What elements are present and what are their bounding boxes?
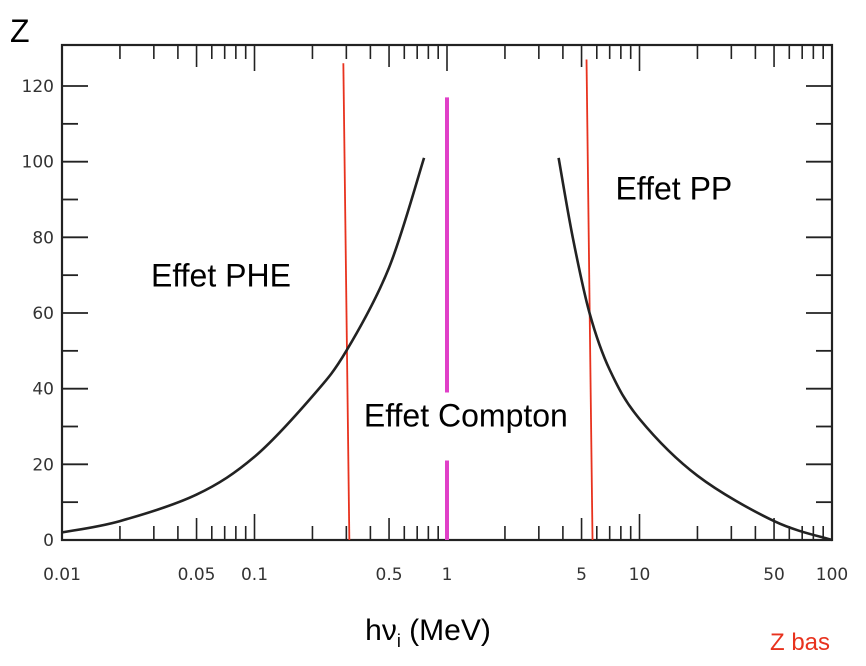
annotation-effet-phe: Effet PHE [151,258,291,294]
y-axis-label: Z [10,13,30,49]
x-tick-label: 0.05 [178,565,216,585]
x-axis-label-main: hν [365,614,397,647]
red-boundary-line [585,59,594,541]
x-tick-label: 0.1 [241,565,268,585]
annotation-effet-compton: Effet Compton [364,398,568,434]
y-tick-label: 20 [32,455,54,475]
x-tick-label: 10 [629,565,651,585]
y-tick-label: 0 [43,531,54,551]
red-boundary-line [342,63,351,541]
x-tick-label: 5 [576,565,587,585]
y-tick-label: 40 [32,380,54,400]
y-tick-label: 60 [32,304,54,324]
y-tick-label: 100 [22,153,54,173]
x-tick-label: 0.01 [43,565,81,585]
x-tick-label: 50 [763,565,785,585]
annotations: Effet PHE Effet Compton Effet PP [151,171,732,434]
x-tick-label: 100 [816,565,848,585]
annotation-effet-pp: Effet PP [615,171,732,207]
footnote-z-bas: Z bas [770,629,830,656]
x-axis-label: hνi (MeV) [365,614,491,651]
y-tick-label: 120 [22,77,54,97]
y-tick-label: 80 [32,228,54,248]
curves [61,157,833,542]
x-axis-label-unit: (MeV) [401,614,491,647]
x-tick-label: 1 [442,565,453,585]
compton-pp-curve [557,157,833,542]
vertical-lines [342,59,594,541]
axis-ticks: 0 20 40 60 80 100 120 0.01 0.05 0.1 0.5 1 5 10 50 100 [22,43,848,585]
phe-compton-curve [61,157,426,534]
x-tick-label: 0.5 [376,565,403,585]
x-axis-label-sub: i [397,631,401,651]
